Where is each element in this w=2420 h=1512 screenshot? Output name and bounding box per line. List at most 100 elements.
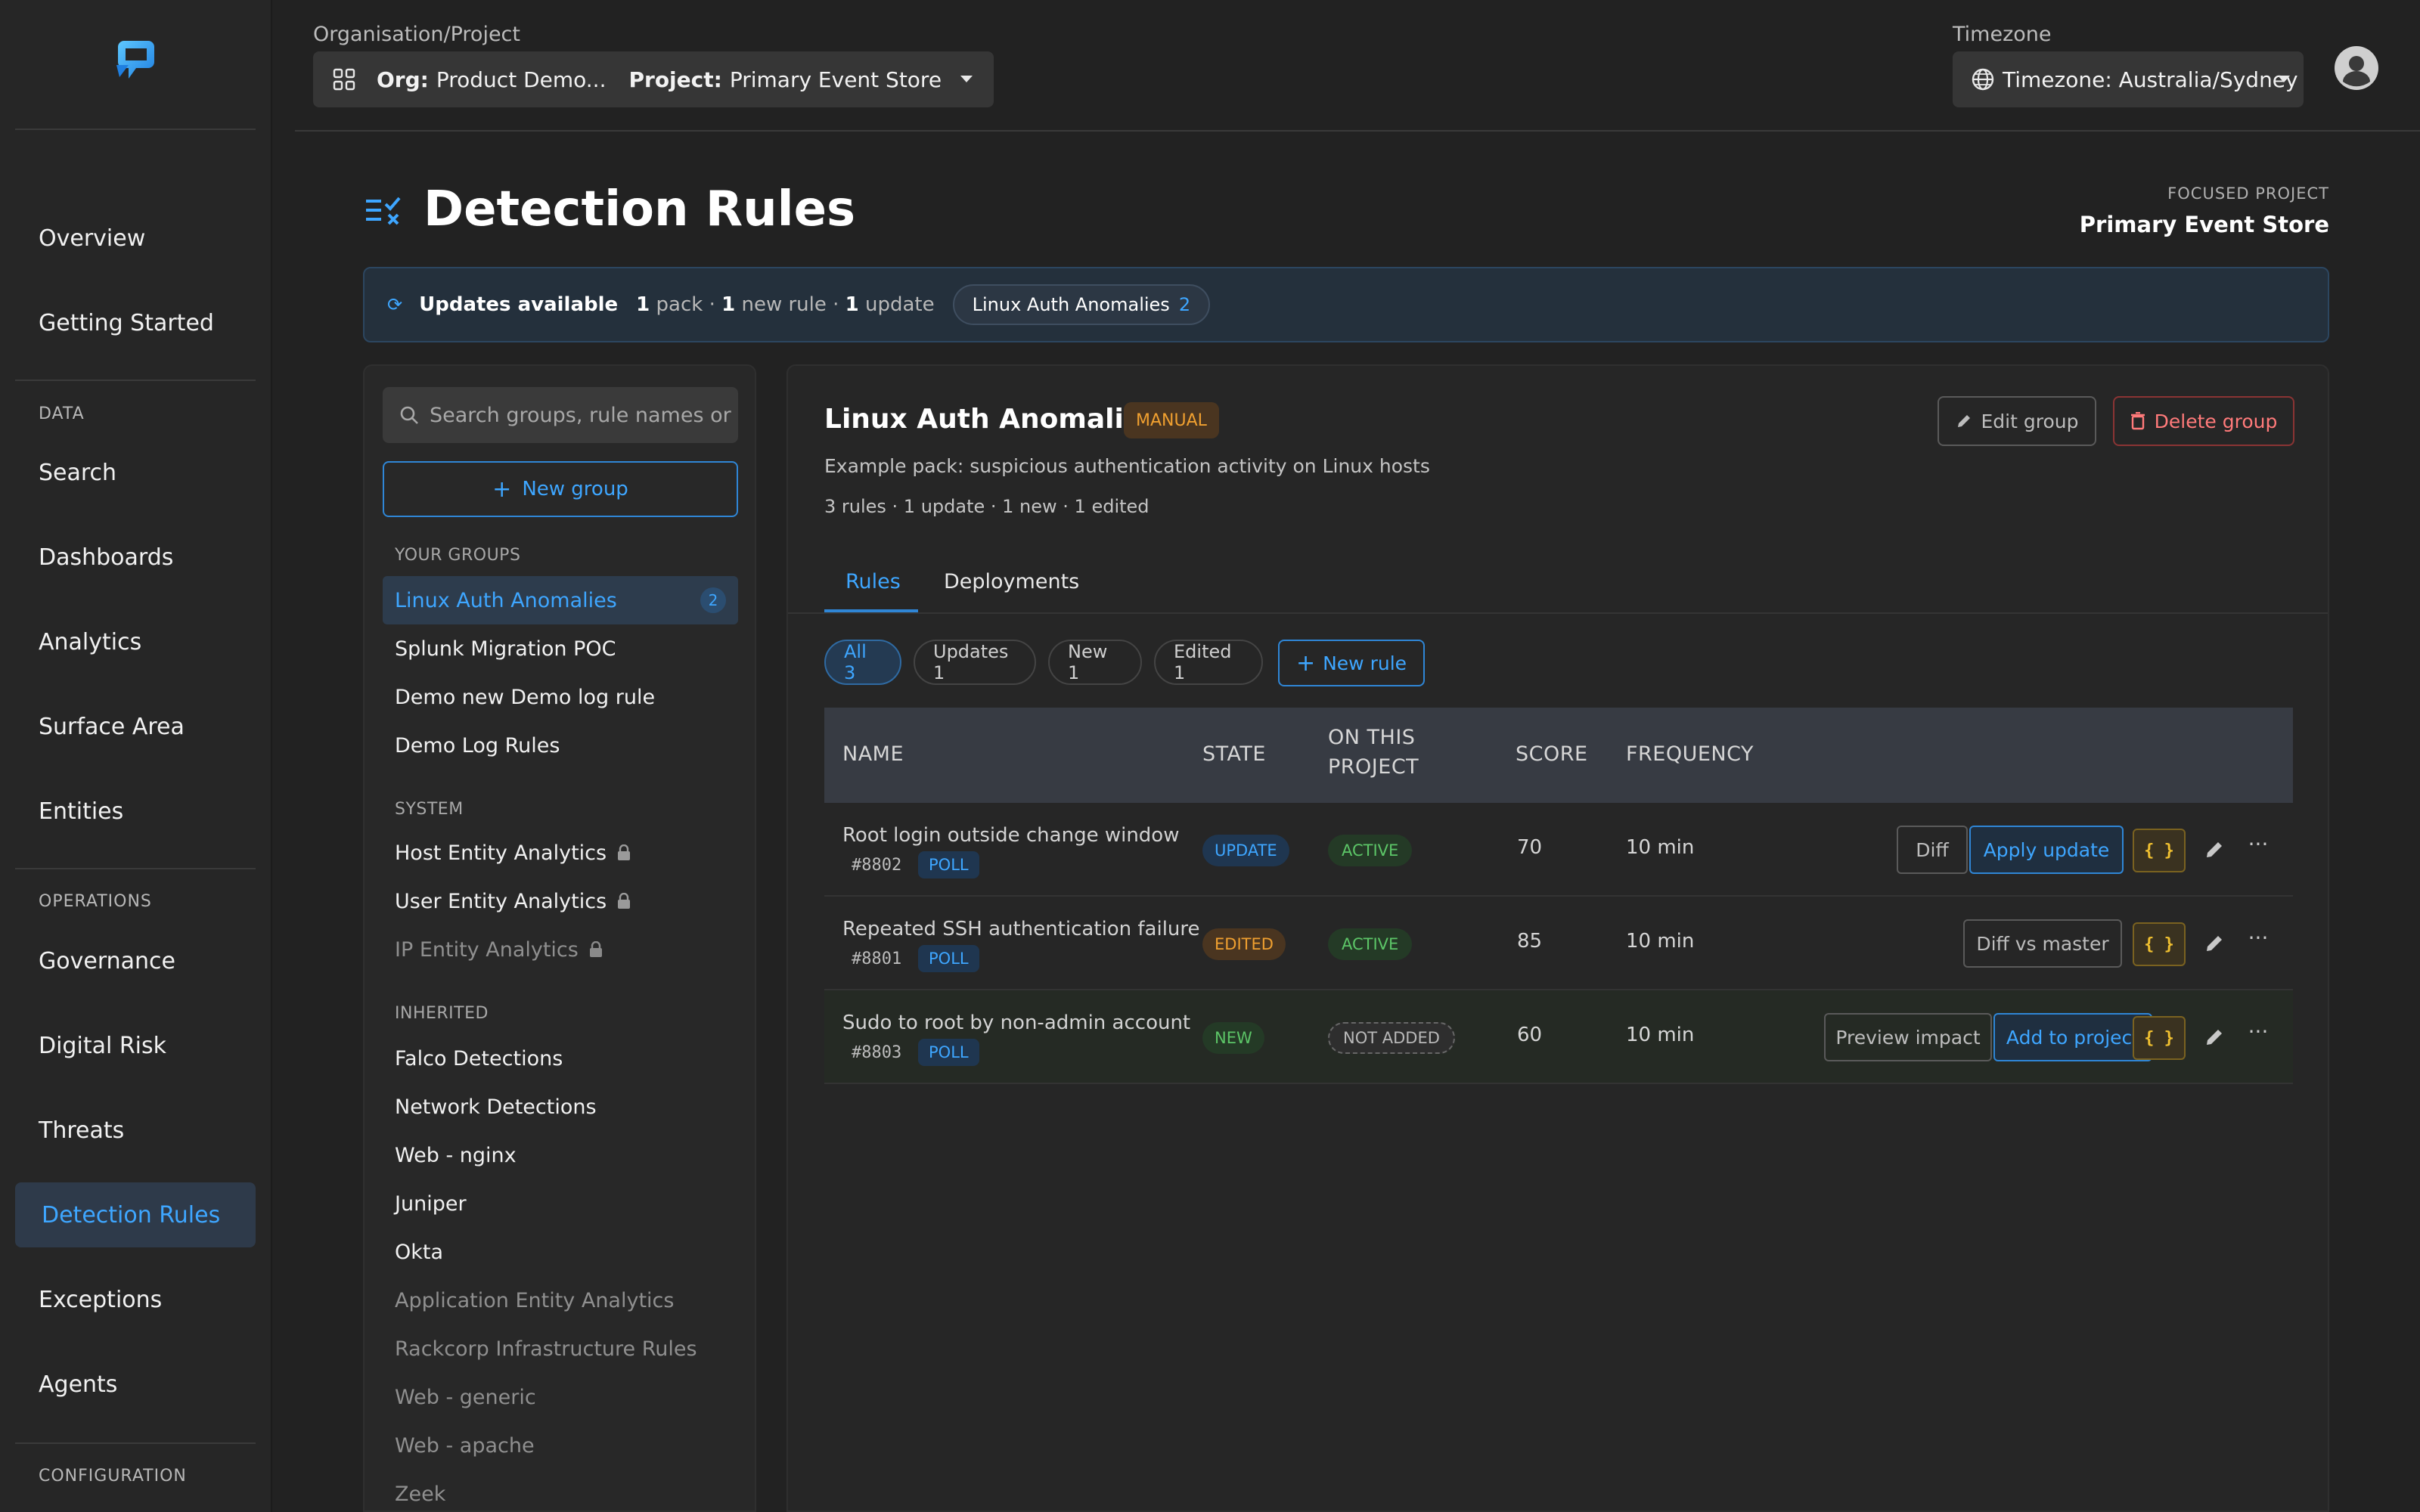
group-item-juniper[interactable]: Juniper (383, 1179, 738, 1228)
rule-name[interactable]: Sudo to root by non-admin account (842, 1012, 1191, 1034)
tab-deployments[interactable]: Deployments (944, 570, 1080, 593)
group-item-web-generic[interactable]: Web - generic (383, 1373, 738, 1421)
group-item-application-entity-analytics[interactable]: Application Entity Analytics (383, 1276, 738, 1325)
group-item-splunk-migration-poc[interactable]: Splunk Migration POC (383, 624, 738, 673)
edit-rule-icon[interactable] (2202, 1025, 2226, 1049)
chip-label: Linux Auth Anomalies (972, 294, 1170, 315)
new-rule-button[interactable]: + New rule (1278, 640, 1425, 686)
sidebar-item-getting-started[interactable]: Getting Started (15, 290, 256, 355)
tab-rules[interactable]: Rules (845, 570, 901, 593)
project-status-badge: ACTIVE (1328, 835, 1413, 866)
rule-frequency: 10 min (1626, 930, 1695, 953)
group-item-rackcorp-infrastructure-rules[interactable]: Rackcorp Infrastructure Rules (383, 1325, 738, 1373)
diff-button[interactable]: Diff (1897, 826, 1968, 874)
edit-rule-icon[interactable] (2202, 931, 2226, 956)
org-project-select[interactable]: Org: Product Demo... Project: Primary Ev… (313, 51, 994, 107)
column-header-on-this-project[interactable]: ON THIS PROJECT (1328, 726, 1419, 779)
preview-impact-button[interactable]: Preview impact (1824, 1013, 1992, 1061)
group-item-ip-entity-analytics[interactable]: IP Entity Analytics (383, 925, 738, 974)
json-view-button[interactable]: { } (2133, 922, 2186, 966)
state-badge: UPDATE (1202, 835, 1289, 866)
new-group-button[interactable]: + New group (383, 461, 738, 517)
more-options-icon[interactable]: ··· (2248, 832, 2269, 857)
sidebar-item-label: Dashboards (39, 544, 174, 571)
add-to-project-button[interactable]: Add to project (1993, 1013, 2152, 1061)
plus-icon: + (492, 476, 512, 503)
sidebar-item-analytics[interactable]: Analytics (15, 609, 256, 674)
sidebar-item-search[interactable]: Search (15, 440, 256, 505)
filter-all[interactable]: All 3 (824, 640, 901, 685)
sidebar-item-agents[interactable]: Agents (15, 1352, 256, 1417)
sidebar-item-dashboards[interactable]: Dashboards (15, 525, 256, 590)
sidebar-item-entities[interactable]: Entities (15, 779, 256, 844)
group-item-user-entity-analytics[interactable]: User Entity Analytics (383, 877, 738, 925)
group-item-linux-auth-anomalies[interactable]: Linux Auth Anomalies 2 (383, 576, 738, 624)
active-tab-indicator (824, 609, 918, 612)
new-group-label: New group (522, 478, 628, 500)
sidebar-item-overview[interactable]: Overview (15, 206, 256, 271)
rule-name[interactable]: Root login outside change window (842, 824, 1180, 847)
group-label: IP Entity Analytics (395, 937, 579, 962)
group-item-network-detections[interactable]: Network Detections (383, 1083, 738, 1131)
group-item-okta[interactable]: Okta (383, 1228, 738, 1276)
banner-new-text: new rule · (741, 293, 839, 316)
sidebar-item-surface-area[interactable]: Surface Area (15, 694, 256, 759)
column-header-state[interactable]: STATE (1202, 742, 1266, 766)
user-avatar-icon[interactable] (2334, 45, 2379, 91)
group-label: Web - nginx (395, 1143, 517, 1167)
group-item-falco-detections[interactable]: Falco Detections (383, 1034, 738, 1083)
group-item-web-apache[interactable]: Web - apache (383, 1421, 738, 1470)
rule-score: 85 (1517, 930, 1543, 953)
column-header-score[interactable]: SCORE (1516, 742, 1588, 766)
table-row[interactable]: Repeated SSH authentication failure #880… (824, 897, 2293, 990)
sidebar-item-label: Agents (39, 1371, 118, 1398)
project-value: Primary Event Store (729, 67, 942, 92)
search-input[interactable] (430, 403, 732, 427)
group-label: User Entity Analytics (395, 889, 607, 913)
filter-new[interactable]: New 1 (1048, 640, 1142, 685)
sidebar-item-label: Search (39, 459, 117, 486)
project-status-badge: NOT ADDED (1328, 1022, 1455, 1054)
group-item-web-nginx[interactable]: Web - nginx (383, 1131, 738, 1179)
banner-pack-chip[interactable]: Linux Auth Anomalies 2 (952, 284, 1211, 325)
column-header-name[interactable]: NAME (842, 742, 904, 766)
group-label: Okta (395, 1240, 444, 1264)
apply-update-button[interactable]: Apply update (1969, 826, 2124, 874)
group-item-zeek[interactable]: Zeek (383, 1470, 738, 1512)
diff-vs-master-button[interactable]: Diff vs master (1963, 919, 2122, 968)
state-badge: EDITED (1202, 928, 1286, 960)
sidebar-item-exceptions[interactable]: Exceptions (15, 1267, 256, 1332)
group-item-demo-log-rules[interactable]: Demo Log Rules (383, 721, 738, 770)
more-options-icon[interactable]: ··· (2248, 1019, 2269, 1044)
edit-group-button[interactable]: Edit group (1938, 396, 2096, 446)
filter-edited[interactable]: Edited 1 (1154, 640, 1263, 685)
sidebar-item-threats[interactable]: Threats (15, 1098, 256, 1163)
delete-group-button[interactable]: Delete group (2113, 396, 2294, 446)
sidebar-item-governance[interactable]: Governance (15, 928, 256, 993)
sidebar-item-detection-rules[interactable]: Detection Rules (15, 1182, 256, 1247)
rule-id: #8803 (852, 1043, 902, 1062)
json-view-button[interactable]: { } (2133, 1016, 2186, 1060)
table-row[interactable]: Sudo to root by non-admin account #8803 … (824, 990, 2293, 1084)
table-row[interactable]: Root login outside change window #8802 P… (824, 803, 2293, 897)
more-options-icon[interactable]: ··· (2248, 925, 2269, 950)
column-header-frequency[interactable]: FREQUENCY (1626, 742, 1754, 766)
sidebar-item-digital-risk[interactable]: Digital Risk (15, 1013, 256, 1078)
sidebar-item-label: Threats (39, 1117, 125, 1144)
inherited-heading: INHERITED (395, 1004, 489, 1023)
focused-project-value: Primary Event Store (2079, 212, 2329, 237)
edit-rule-icon[interactable] (2202, 838, 2226, 862)
filter-updates[interactable]: Updates 1 (914, 640, 1036, 685)
json-view-button[interactable]: { } (2133, 829, 2186, 872)
group-label: Rackcorp Infrastructure Rules (395, 1337, 697, 1361)
sidebar-item-label: Digital Risk (39, 1032, 167, 1059)
app-logo-icon[interactable] (113, 36, 159, 86)
chip-count: 2 (1178, 294, 1191, 315)
group-item-host-entity-analytics[interactable]: Host Entity Analytics (383, 829, 738, 877)
group-search[interactable] (383, 387, 738, 443)
sidebar-section-configuration: CONFIGURATION (39, 1467, 187, 1486)
group-label: Network Detections (395, 1095, 597, 1119)
rule-name[interactable]: Repeated SSH authentication failure (842, 918, 1200, 940)
timezone-select[interactable]: Timezone: Australia/Sydney (1953, 51, 2304, 107)
group-item-demo-new-demo-log-rule[interactable]: Demo new Demo log rule (383, 673, 738, 721)
